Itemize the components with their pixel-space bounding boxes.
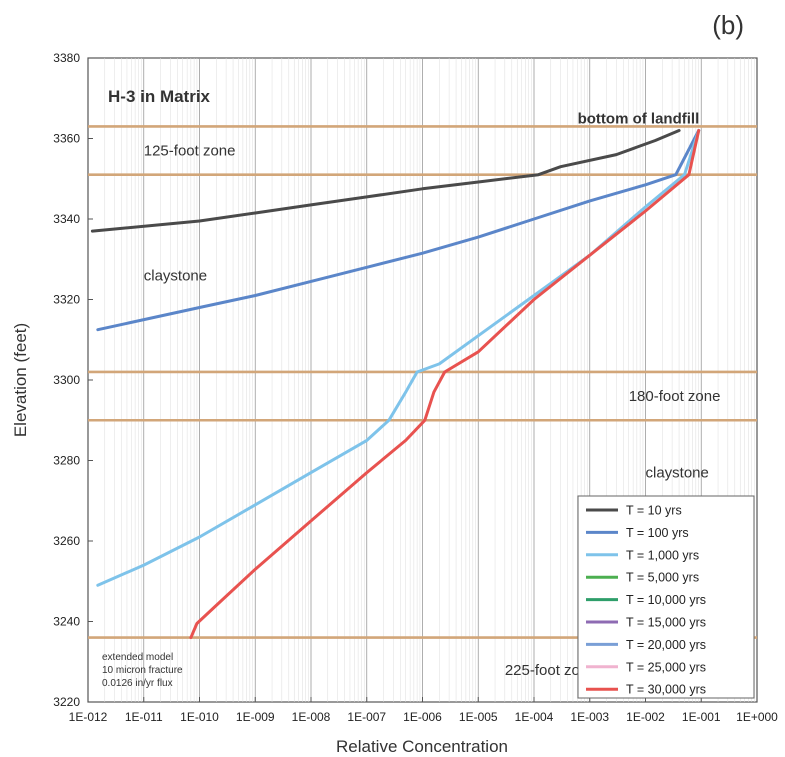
series-line xyxy=(96,129,701,332)
y-tick-label: 3360 xyxy=(53,132,80,146)
annotation-label: bottom of landfill xyxy=(578,110,700,127)
y-tick-label: 3240 xyxy=(53,615,80,629)
x-tick-label: 1E-001 xyxy=(682,710,721,724)
x-tick-labels: 1E-012 1E-011 1E-010 1E-009 1E-008 1E-007 1E-0… xyxy=(69,710,779,724)
legend-label: T = 10,000 yrs xyxy=(626,593,706,607)
y-tick-label: 3300 xyxy=(53,373,80,387)
panel-label: (b) xyxy=(712,10,744,40)
legend-label: T = 1,000 yrs xyxy=(626,548,699,562)
x-tick-label: 1E-007 xyxy=(347,710,386,724)
y-tick-labels: 3220 3240 3260 3280 3300 3320 3340 3360 3380 xyxy=(53,51,80,709)
model-note: extended model 10 micron fracture 0.0126 i… xyxy=(102,652,183,689)
y-tick-label: 3220 xyxy=(53,695,80,709)
annotation-label: claystone xyxy=(144,267,207,284)
annotation-label: claystone xyxy=(646,465,709,482)
x-tick-label: 1E-011 xyxy=(125,710,163,724)
x-tick-label: 1E-010 xyxy=(180,710,219,724)
zone-boundary-lines xyxy=(88,125,757,639)
legend-label: T = 30,000 yrs xyxy=(626,683,706,697)
legend-box xyxy=(577,495,755,699)
series-line xyxy=(96,129,701,587)
model-note-line: extended model xyxy=(102,652,173,663)
x-tick-label: 1E-008 xyxy=(292,710,331,724)
series-lines xyxy=(90,129,701,640)
legend-label: T = 10 yrs xyxy=(626,504,682,518)
x-tick-label: 1E-012 xyxy=(69,710,108,724)
chart-title: H-3 in Matrix xyxy=(108,87,211,106)
legend-label: T = 25,000 yrs xyxy=(626,660,706,674)
series-line xyxy=(189,129,701,640)
x-tick-label: 1E-005 xyxy=(459,710,498,724)
x-tick-label: 1E-002 xyxy=(626,710,665,724)
legend-label: T = 20,000 yrs xyxy=(626,638,706,652)
legend-label: T = 5,000 yrs xyxy=(626,571,699,585)
annotation-label: 180-foot zone xyxy=(629,388,721,405)
x-tick-label: 1E-006 xyxy=(403,710,442,724)
model-note-line: 0.0126 in/yr flux xyxy=(102,678,173,689)
x-tick-label: 1E+000 xyxy=(736,710,778,724)
y-tick-label: 3320 xyxy=(53,293,80,307)
annotation-label: 225-foot zone xyxy=(505,662,597,679)
series-line xyxy=(90,129,681,233)
x-tick-label: 1E-009 xyxy=(236,710,275,724)
y-tick-label: 3340 xyxy=(53,212,80,226)
x-tick-label: 1E-003 xyxy=(570,710,609,724)
y-tick-label: 3280 xyxy=(53,454,80,468)
y-tick-label: 3260 xyxy=(53,534,80,548)
model-note-line: 10 micron fracture xyxy=(102,665,183,676)
x-tick-label: 1E-004 xyxy=(515,710,554,724)
legend-label: T = 100 yrs xyxy=(626,526,689,540)
legend: T = 10 yrs T = 100 yrs T = 1,000 yrs T = 5,… xyxy=(577,495,755,699)
annotations: bottom of landfill 125-foot zone claystone… xyxy=(144,110,721,678)
y-tick-label: 3380 xyxy=(53,51,80,65)
y-axis-title: Elevation (feet) xyxy=(11,323,30,437)
annotation-label: 125-foot zone xyxy=(144,143,236,160)
legend-label: T = 15,000 yrs xyxy=(626,616,706,630)
x-axis-title: Relative Concentration xyxy=(336,737,508,756)
